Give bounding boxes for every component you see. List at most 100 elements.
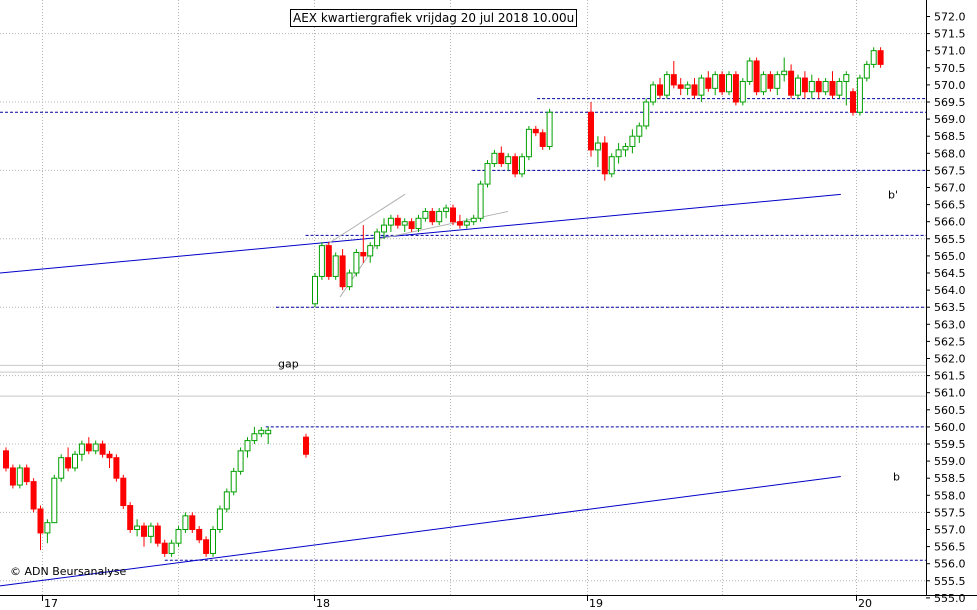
candle-body [781,70,788,76]
candle-body [532,128,539,134]
candle-body [318,245,325,277]
candle-body [719,74,726,93]
candle-body [265,429,272,435]
candle-body [251,433,258,442]
y-tick-label: 560.5 [934,404,966,417]
candle-body [836,80,843,96]
candle-body [470,217,477,223]
candle-body [141,525,147,537]
candle-body [795,77,801,96]
candle-body [154,525,161,544]
candle-body [23,467,30,483]
candle-body [374,231,381,247]
candle-body [394,217,401,226]
candle-body [182,515,189,531]
candle-body [436,210,443,223]
candle-body [657,84,663,96]
candle-body [44,522,51,534]
candle-body [237,450,244,472]
candle-body [877,50,884,65]
candle-body [705,77,712,89]
candle-body [58,457,65,479]
x-tick-label: 20 [858,597,872,610]
candle-body [801,77,808,93]
y-tick-label: 555.5 [934,575,966,588]
candle-body [168,542,175,554]
trendline-label-b: b [893,470,900,483]
candle-body [3,450,9,469]
y-tick-label: 564.0 [934,284,966,297]
candle-body [753,60,760,93]
y-tick-label: 565.0 [934,250,966,263]
y-tick-label: 561.5 [934,370,966,383]
trendline-label-b-prime: b' [888,188,898,201]
candle-body [512,156,519,175]
candle-body [92,443,99,452]
y-tick-label: 571.0 [934,45,966,58]
candle-body [387,217,394,226]
candle-body [670,74,677,86]
candle-body [636,125,643,137]
x-tick-label: 17 [44,597,58,610]
y-tick-label: 570.5 [934,62,966,75]
candle-body [303,436,309,455]
y-tick-label: 572.0 [934,11,966,24]
candle-body [189,515,196,531]
candle-body [601,142,608,175]
candle-body [203,539,210,554]
candle-body [608,156,615,175]
candle-body [856,77,863,113]
y-tick-label: 562.5 [934,335,966,348]
y-tick-label: 570.0 [934,79,966,92]
candle-body [161,542,168,554]
y-tick-label: 567.5 [934,164,966,177]
candle-body [808,80,815,93]
candle-body [429,210,436,223]
y-tick-label: 566.5 [934,199,966,212]
trendline [0,475,841,587]
candle-body [477,183,484,219]
candle-body [196,529,203,541]
candle-body [72,453,78,469]
candle-body [484,163,491,185]
candle-body [519,156,525,175]
y-tick-label: 564.5 [934,267,966,280]
candle-body [244,440,251,452]
candle-body [498,152,505,165]
candle-body [99,443,106,455]
candle-body [30,481,37,510]
candle-body [788,70,795,96]
candle-body [230,470,237,493]
y-tick-label: 559.5 [934,438,966,451]
candle-body [870,50,877,65]
y-tick-label: 556.5 [934,541,966,554]
candle-body [691,84,698,96]
candle-body [339,255,346,288]
candle-body [774,74,781,89]
candle-body [9,467,16,486]
candle-body [210,529,216,554]
candle-body [843,74,850,82]
candle-body [629,135,636,147]
candle-body [408,221,415,230]
candle-body [712,74,719,89]
channel-line [379,210,509,240]
candle-body [822,80,829,93]
candle-body [760,74,767,93]
candle-body [505,156,512,165]
x-tick-label: 18 [316,597,330,610]
candle-body [325,245,332,277]
y-tick-label: 563.5 [934,301,966,314]
candle-body [850,91,856,113]
candle-body [622,145,629,151]
candle-body [65,457,72,469]
candle-body [332,255,339,277]
y-tick-label: 560.0 [934,421,966,434]
candle-body [546,111,553,147]
y-tick-label: 566.0 [934,216,966,229]
y-tick-label: 561.0 [934,387,966,400]
y-tick-label: 565.5 [934,233,966,246]
candle-body [367,245,374,257]
candle-body [134,525,141,531]
